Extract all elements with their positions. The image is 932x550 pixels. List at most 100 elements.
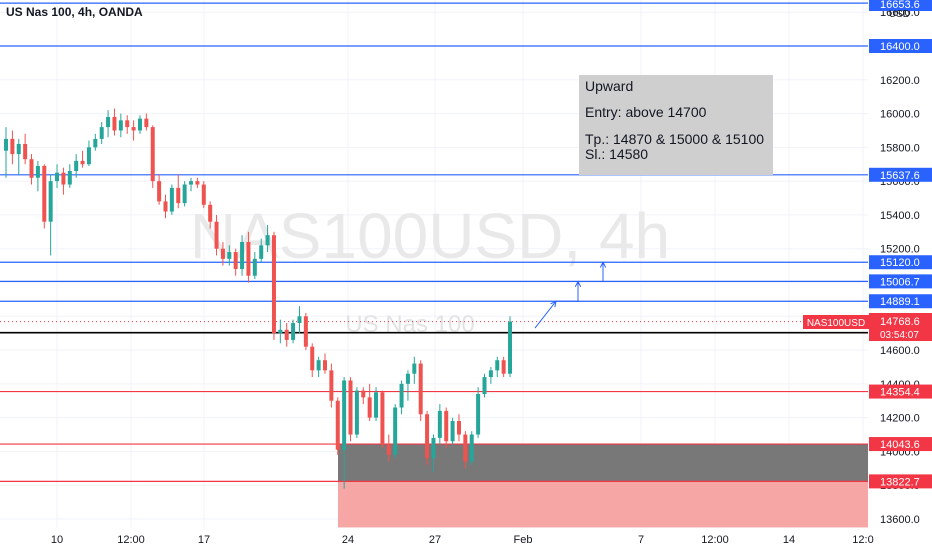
candle-body <box>189 181 194 185</box>
level-label: 14889.1 <box>880 296 920 308</box>
time-tick: 10 <box>51 534 63 546</box>
candle-body <box>55 172 60 182</box>
time-tick: 24 <box>342 534 354 546</box>
candle-body <box>176 187 181 204</box>
time-tick: 27 <box>429 534 441 546</box>
candle-body <box>271 235 276 334</box>
price-tick: 16000.0 <box>880 109 920 121</box>
candle-body <box>131 127 136 131</box>
candle-body <box>297 316 302 324</box>
candle-body <box>42 165 47 222</box>
candle-body <box>118 120 123 131</box>
price-tick: 14200.0 <box>880 413 920 425</box>
stop-zone <box>338 481 868 528</box>
level-label-bg <box>869 294 932 309</box>
candle-body <box>316 360 321 371</box>
candle-body <box>348 380 353 435</box>
current-price: 14768.6 <box>880 316 920 328</box>
candle-body <box>354 390 359 435</box>
candle-body <box>456 421 461 435</box>
candle-body <box>335 400 340 450</box>
candle-body <box>163 201 168 212</box>
candle-body <box>195 181 200 185</box>
buy-zone <box>338 444 868 482</box>
candle-body <box>80 160 85 165</box>
price-tick: 13600.0 <box>880 514 920 526</box>
time-axis: 10 12:00 17 24 27 Feb 7 12:00 14 12:0 <box>51 534 874 546</box>
candle-body <box>112 116 117 131</box>
symbol-tag-bg <box>803 315 869 329</box>
candle-body <box>93 138 98 148</box>
projection-path <box>534 262 604 329</box>
candle-body <box>74 160 79 172</box>
candle-body <box>201 184 206 205</box>
current-price-bg <box>869 313 932 341</box>
level-label: 16653.6 <box>880 0 920 11</box>
candle-body <box>437 410 442 438</box>
price-tick: 15400.0 <box>880 210 920 222</box>
candle-body <box>361 390 366 398</box>
candle-body <box>501 360 506 374</box>
candle-body <box>86 147 91 165</box>
candle-body <box>48 181 53 222</box>
candle-body <box>310 346 315 371</box>
annotation-line-3: Tp.: 14870 & 15000 & 15100 <box>585 131 764 147</box>
candle-body <box>157 181 162 202</box>
candle-body <box>214 221 219 249</box>
current-price-marker: NAS100USD 14768.6 03:54:07 <box>803 313 932 341</box>
candle-countdown: 03:54:07 <box>880 330 919 341</box>
time-tick: 12:00 <box>117 534 145 546</box>
level-label-bg <box>869 39 932 53</box>
candle-body <box>233 252 238 269</box>
annotation-box[interactable]: Upward Entry: above 14700 Tp.: 14870 & 1… <box>579 75 773 175</box>
candle-body <box>23 143 28 160</box>
time-tick: 12:0 <box>852 534 873 546</box>
candle-body <box>291 323 296 340</box>
price-zones <box>338 444 868 528</box>
level-label-bg <box>869 255 932 270</box>
candle-body <box>252 258 257 276</box>
candle-body <box>303 316 308 347</box>
candle-body <box>61 172 66 185</box>
candle-body <box>106 116 111 128</box>
candle-body <box>342 380 347 450</box>
annotation-background <box>579 75 773 175</box>
level-label: 15006.7 <box>880 276 920 288</box>
candle-body <box>150 127 155 182</box>
time-tick: 14 <box>783 534 795 546</box>
candle-body <box>35 165 40 178</box>
arrow-head <box>599 261 607 268</box>
candle-body <box>284 329 289 340</box>
level-label-bg <box>869 474 932 489</box>
candle-body <box>278 329 283 334</box>
projection-arrows[interactable] <box>534 261 607 329</box>
candle-body <box>405 373 410 384</box>
level-label: 15120.0 <box>880 257 920 269</box>
candle-body <box>412 363 417 374</box>
candle-body <box>450 421 455 442</box>
currency-label: USD <box>889 9 910 20</box>
candle-body <box>265 235 270 246</box>
candle-body <box>482 377 487 394</box>
candles <box>4 108 513 489</box>
annotation-line-2: Entry: above 14700 <box>585 104 707 120</box>
arrow-head <box>550 300 557 308</box>
candle-body <box>425 414 430 459</box>
candle-body <box>137 118 142 131</box>
chart-title: US Nas 100, 4h, OANDA <box>6 5 143 19</box>
candle-body <box>125 120 130 128</box>
candle-body <box>182 184 187 204</box>
candle-body <box>144 118 149 128</box>
candle-body <box>208 204 213 222</box>
candle-body <box>374 392 379 418</box>
price-tick: 15200.0 <box>880 244 920 256</box>
candle-body <box>476 393 481 435</box>
candle-body <box>399 383 404 408</box>
horizontal-levels[interactable] <box>0 2 868 482</box>
arrow-head <box>574 280 582 288</box>
candle-body <box>463 434 468 462</box>
level-label-bg <box>869 274 932 289</box>
candle-body <box>259 245 264 259</box>
candle-body <box>380 392 385 445</box>
